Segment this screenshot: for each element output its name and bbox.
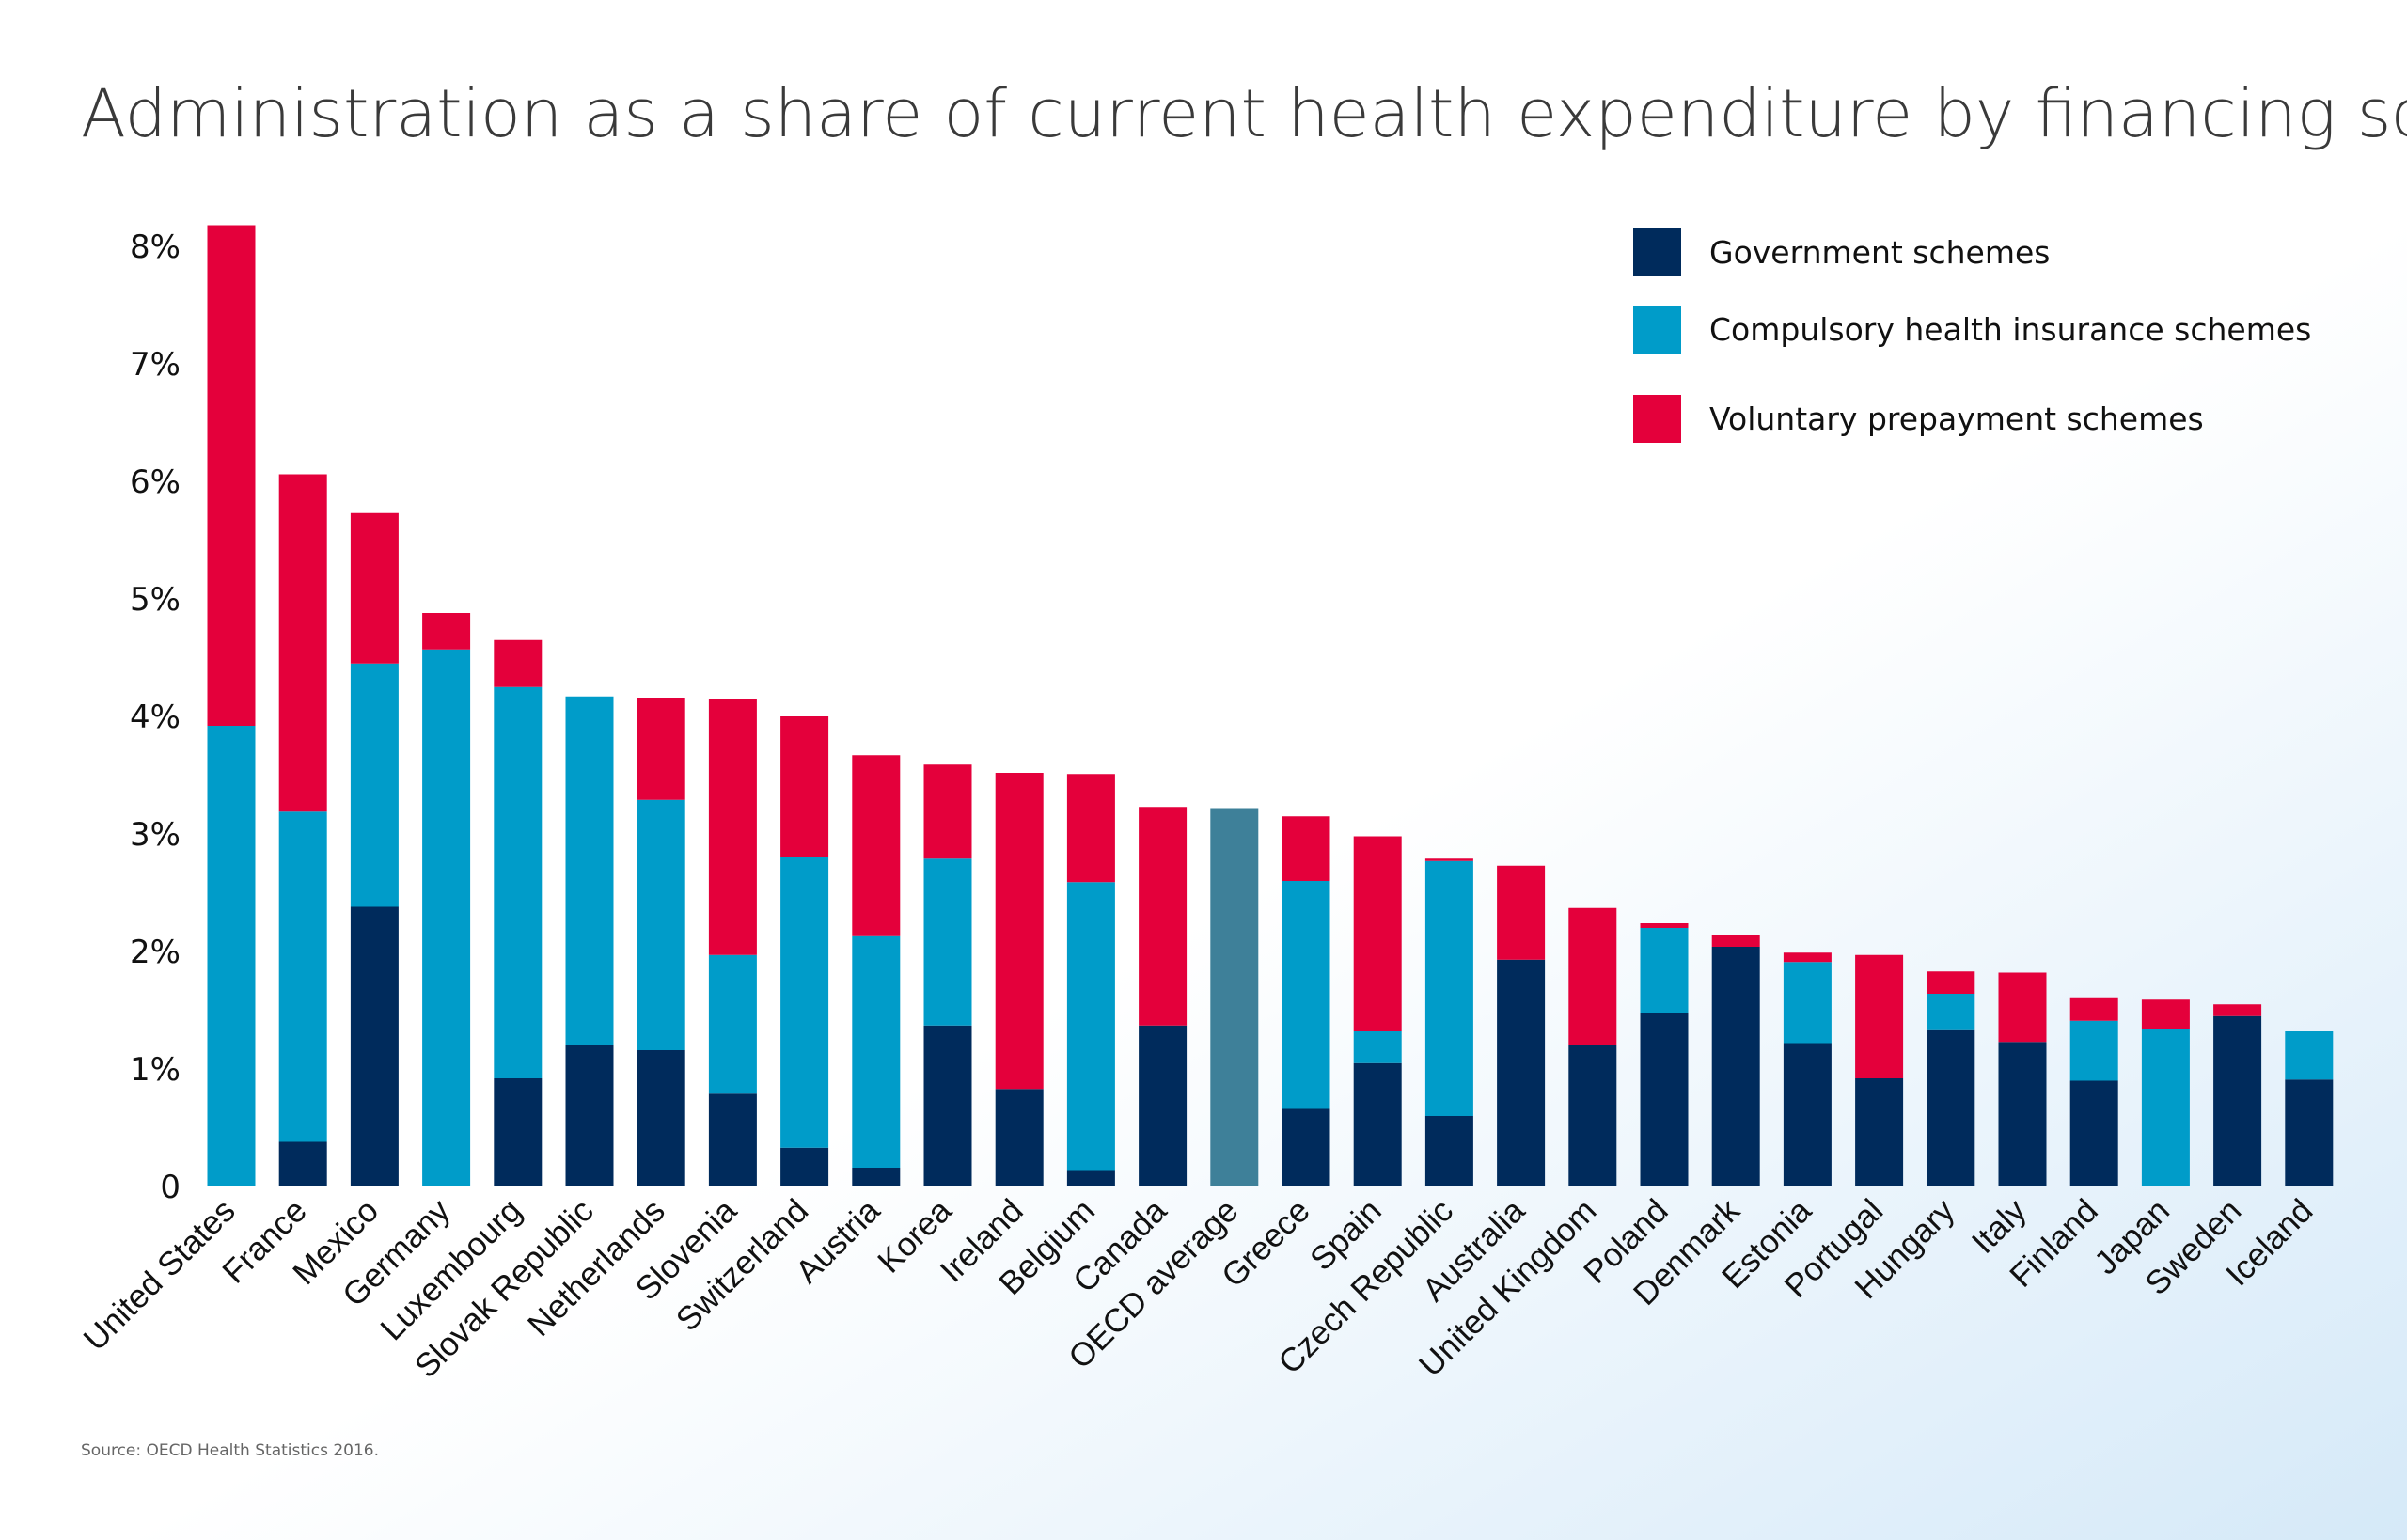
bar-segment-compulsory [1353,1031,1402,1063]
bar-oecd-average [1210,808,1259,1186]
bar-segment-compulsory [637,799,685,1050]
bar-segment-voluntary [637,698,685,800]
bar-segment-compulsory [422,649,471,1186]
y-tick-label: 7% [130,346,181,384]
bar-segment-voluntary [2069,997,2118,1021]
bar-segment-voluntary [1497,865,1546,960]
bar-segment-government [1711,947,1760,1186]
y-tick-label: 0 [160,1169,181,1206]
bar-segment-government [995,1089,1044,1186]
y-tick-label: 6% [130,464,181,501]
bar-segment-voluntary [1066,774,1115,883]
bar-segment-government [780,1147,829,1186]
legend-swatch [1633,228,1681,276]
y-tick-label: 4% [130,699,181,736]
bar-segment-voluntary [1568,907,1617,1045]
bar-segment-government [1353,1062,1402,1186]
bar-segment-compulsory [1066,882,1115,1171]
bar-segment-government [1282,1108,1330,1186]
bar-segment-government [1998,1042,2047,1186]
bar-segment-voluntary [923,764,972,859]
x-axis: United StatesFranceMexicoGermanyLuxembou… [76,1192,2320,1385]
bar-segment-government [2213,1015,2262,1186]
bar-segment-compulsory [780,857,829,1148]
y-tick-label: 8% [130,228,181,266]
bar-segment-voluntary [1424,858,1473,861]
bar-segment-government [1139,1025,1188,1186]
bar-segment-voluntary [708,699,757,955]
legend-swatch [1633,395,1681,443]
bar-segment-compulsory [2069,1020,2118,1081]
bar-segment-government [1783,1043,1832,1186]
y-tick-label: 5% [130,581,181,619]
y-tick-label: 3% [130,816,181,854]
bar-segment-government [2285,1079,2334,1186]
bar-segment-voluntary [422,613,471,650]
bar-segment-voluntary [852,755,901,936]
legend: Government schemes Compulsory health insu… [1633,228,2311,443]
bars [207,225,2334,1186]
bar-segment-voluntary [1711,935,1760,947]
bar-segment-voluntary [1783,952,1832,963]
bar-segment-compulsory [350,663,399,907]
bar-segment-government [1927,1029,1975,1186]
legend-label: Government schemes [1709,234,2050,271]
bar-segment-voluntary [207,225,256,726]
legend-swatch [1633,306,1681,354]
bar-segment-compulsory [2285,1031,2334,1080]
x-tick-label: United States [76,1192,242,1358]
y-tick-label: 2% [130,934,181,971]
bar-segment-compulsory [1282,881,1330,1109]
bar-segment-voluntary [278,474,327,812]
bar-segment-compulsory [278,811,327,1142]
bar-segment-government [708,1093,757,1186]
bar-segment-compulsory [2141,1029,2190,1186]
legend-label: Voluntary prepayment schemes [1709,401,2204,437]
bar-segment-compulsory [923,858,972,1026]
bar-segment-government [923,1025,972,1186]
bar-segment-government [494,1078,543,1186]
bar-segment-compulsory [1783,962,1832,1044]
bar-segment-compulsory [565,696,614,1045]
bar-segment-government [852,1168,901,1186]
bar-segment-voluntary [1640,923,1689,928]
bar-segment-voluntary [1282,816,1330,881]
bar-segment-voluntary [350,512,399,664]
bar-segment-voluntary [494,639,543,687]
bar-segment-government [350,906,399,1186]
bar-segment-compulsory [708,954,757,1094]
chart-title: Administration as a share of current hea… [81,75,2407,152]
bar-segment-compulsory [494,686,543,1078]
y-axis: 0 1% 2% 3% 4% 5% 6% 7% 8% [130,228,181,1206]
bar-segment-government [565,1045,614,1186]
bar-segment-government [1424,1116,1473,1186]
bar-segment-voluntary [1998,972,2047,1043]
y-tick-label: 1% [130,1051,181,1089]
bar-segment-government [1066,1170,1115,1186]
bar-segment-voluntary [2213,1004,2262,1016]
bar-segment-government [278,1141,327,1186]
legend-label: Compulsory health insurance schemes [1709,311,2311,348]
source-note: Source: OECD Health Statistics 2016. [81,1441,379,1460]
bar-segment-voluntary [1855,954,1904,1078]
bar-segment-voluntary [1353,836,1402,1031]
bar-segment-voluntary [1139,807,1188,1026]
bar-segment-voluntary [995,773,1044,1090]
bar-segment-government [1855,1078,1904,1186]
bar-segment-government [1640,1013,1689,1186]
bar-segment-compulsory [207,726,256,1186]
bar-segment-compulsory [1424,860,1473,1116]
bar-segment-voluntary [2141,999,2190,1029]
bar-segment-government [637,1050,685,1186]
bar-segment-voluntary [780,716,829,857]
bar-segment-compulsory [1927,994,1975,1030]
bar-segment-compulsory [852,935,901,1168]
bar-segment-government [1568,1045,1617,1186]
bar-segment-compulsory [1640,928,1689,1013]
bar-segment-voluntary [1927,971,1975,994]
bar-segment-government [2069,1080,2118,1186]
bar-segment-government [1497,959,1546,1186]
